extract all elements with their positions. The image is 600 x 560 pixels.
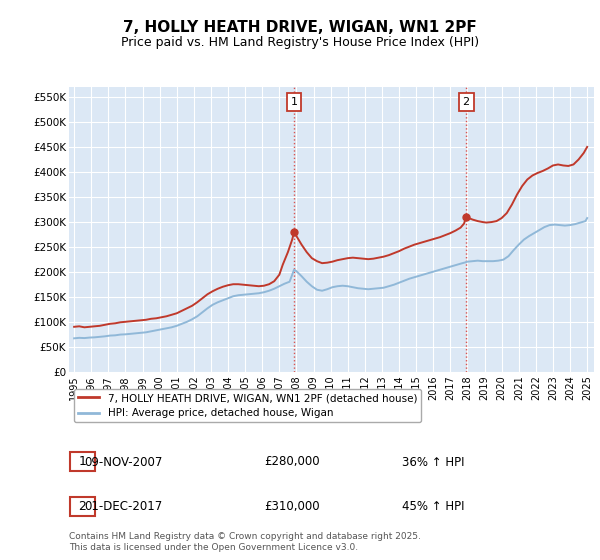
Text: £310,000: £310,000 bbox=[264, 500, 320, 514]
FancyBboxPatch shape bbox=[70, 497, 95, 516]
Text: 2: 2 bbox=[79, 500, 86, 513]
Text: 1: 1 bbox=[290, 97, 298, 107]
Text: Contains HM Land Registry data © Crown copyright and database right 2025.
This d: Contains HM Land Registry data © Crown c… bbox=[69, 532, 421, 552]
Text: 01-DEC-2017: 01-DEC-2017 bbox=[84, 500, 162, 514]
Text: 36% ↑ HPI: 36% ↑ HPI bbox=[402, 455, 464, 469]
Text: Price paid vs. HM Land Registry's House Price Index (HPI): Price paid vs. HM Land Registry's House … bbox=[121, 36, 479, 49]
Text: 09-NOV-2007: 09-NOV-2007 bbox=[84, 455, 163, 469]
Legend: 7, HOLLY HEATH DRIVE, WIGAN, WN1 2PF (detached house), HPI: Average price, detac: 7, HOLLY HEATH DRIVE, WIGAN, WN1 2PF (de… bbox=[74, 389, 421, 422]
FancyBboxPatch shape bbox=[70, 452, 95, 471]
Text: 45% ↑ HPI: 45% ↑ HPI bbox=[402, 500, 464, 514]
Text: £280,000: £280,000 bbox=[264, 455, 320, 469]
Text: 7, HOLLY HEATH DRIVE, WIGAN, WN1 2PF: 7, HOLLY HEATH DRIVE, WIGAN, WN1 2PF bbox=[123, 20, 477, 35]
Text: 1: 1 bbox=[79, 455, 86, 468]
Text: 2: 2 bbox=[463, 97, 470, 107]
